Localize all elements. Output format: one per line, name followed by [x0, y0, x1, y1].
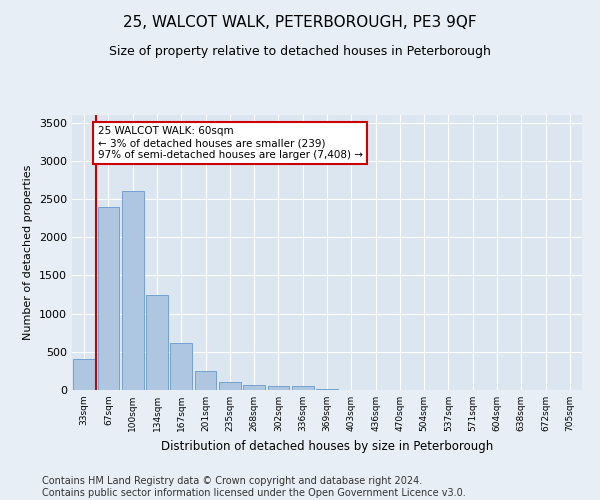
- Bar: [243, 385, 265, 390]
- Bar: [122, 192, 143, 390]
- Text: 25 WALCOT WALK: 60sqm
← 3% of detached houses are smaller (239)
97% of semi-deta: 25 WALCOT WALK: 60sqm ← 3% of detached h…: [97, 126, 362, 160]
- Bar: [97, 206, 119, 390]
- Text: Contains HM Land Registry data © Crown copyright and database right 2024.
Contai: Contains HM Land Registry data © Crown c…: [42, 476, 466, 498]
- Bar: [219, 382, 241, 390]
- Text: 25, WALCOT WALK, PETERBOROUGH, PE3 9QF: 25, WALCOT WALK, PETERBOROUGH, PE3 9QF: [123, 15, 477, 30]
- Bar: [73, 360, 95, 390]
- Bar: [292, 386, 314, 390]
- Bar: [268, 386, 289, 390]
- Bar: [170, 342, 192, 390]
- Text: Size of property relative to detached houses in Peterborough: Size of property relative to detached ho…: [109, 45, 491, 58]
- Bar: [194, 371, 217, 390]
- Bar: [316, 389, 338, 390]
- X-axis label: Distribution of detached houses by size in Peterborough: Distribution of detached houses by size …: [161, 440, 493, 452]
- Bar: [146, 294, 168, 390]
- Y-axis label: Number of detached properties: Number of detached properties: [23, 165, 34, 340]
